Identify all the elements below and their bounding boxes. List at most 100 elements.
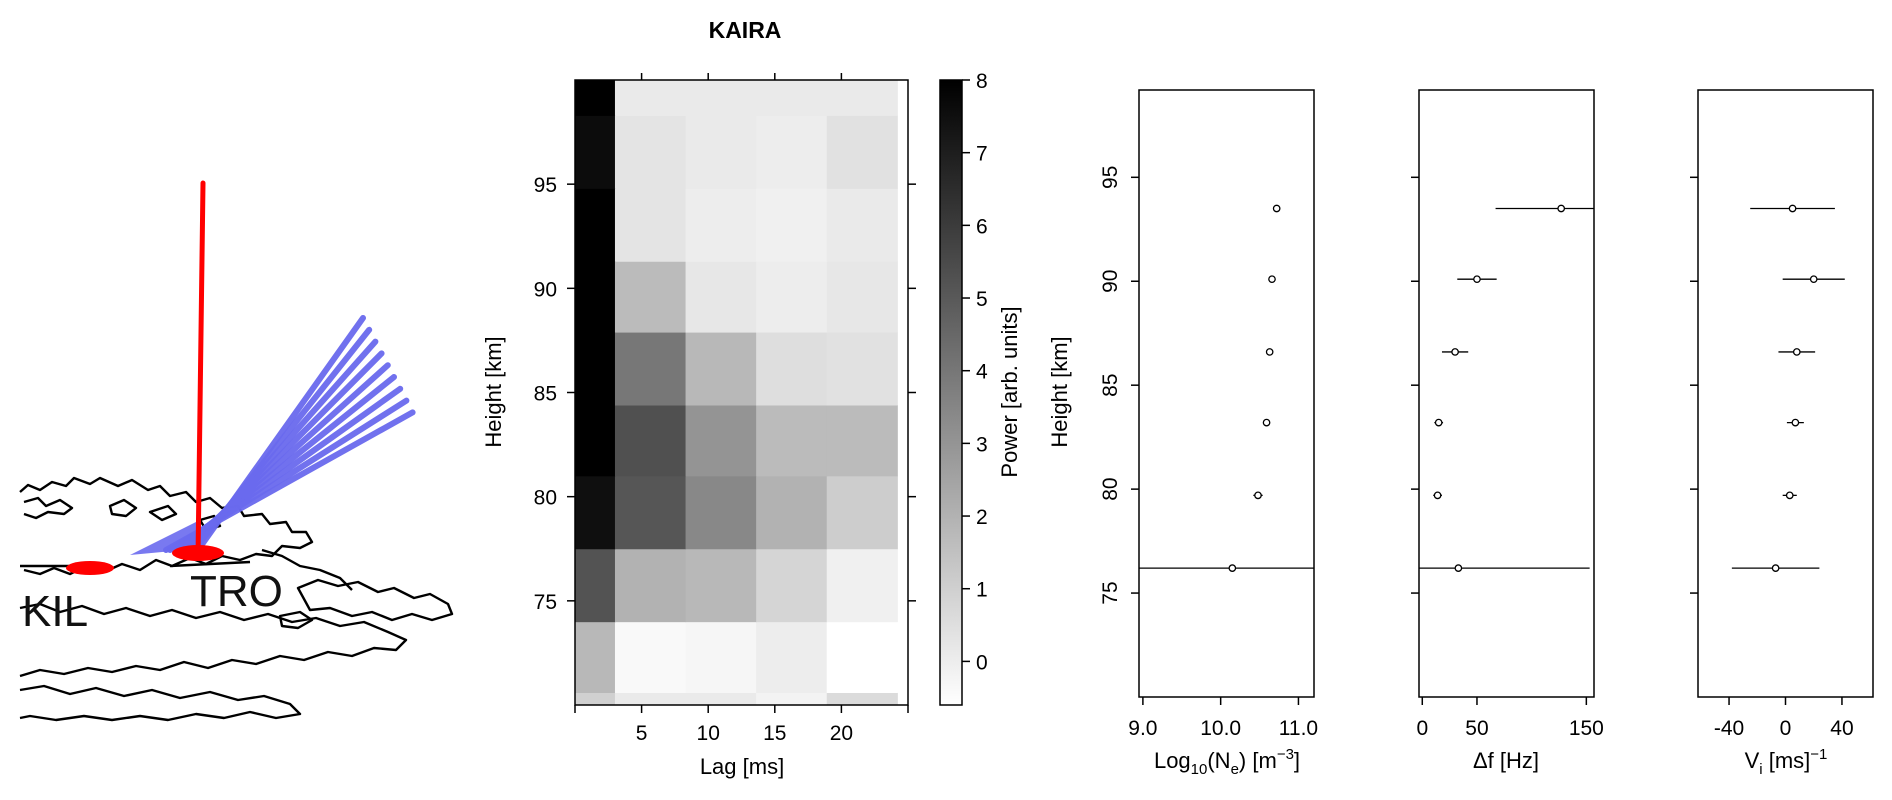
heatmap-cell <box>614 692 687 706</box>
heatmap-cell <box>614 548 687 623</box>
heatmap-x-tick-label: 15 <box>763 722 786 745</box>
radar-beams <box>130 315 416 555</box>
spectral-width-profile-panel: Δf [Hz] 0 50 150 <box>1411 89 1604 773</box>
data-point <box>1788 204 1797 213</box>
colorbar-tick-label: 1 <box>976 579 988 602</box>
colorbar-axis: 0 1 2 3 4 5 6 7 8 <box>962 70 988 674</box>
profile-y-tick-label: 75 <box>1099 581 1122 604</box>
data-point <box>1228 564 1237 572</box>
data-point <box>1268 275 1276 284</box>
site-label-tro: TRO <box>190 567 283 616</box>
heatmap-cell <box>826 475 898 550</box>
density-x-label-sub: 10 <box>1191 761 1208 778</box>
profile-x-tick-label: 50 <box>1465 717 1488 740</box>
heatmap-cell <box>756 405 828 477</box>
heatmap-cell <box>826 261 898 333</box>
heatmap-cell <box>685 475 757 550</box>
coastline <box>19 476 454 722</box>
heatmap-x-tick-label: 20 <box>830 722 853 745</box>
colorbar-tick-label: 6 <box>976 215 988 238</box>
heatmap-cell <box>826 692 898 706</box>
coastline-fjords <box>23 496 74 520</box>
ion-velocity-x-label-sup: −1 <box>1810 746 1827 763</box>
heatmap-cell <box>575 115 616 189</box>
profile-y-tick-label: 95 <box>1099 166 1122 189</box>
density-x-label-end: ) [m <box>1239 748 1277 773</box>
heatmap-cell <box>756 188 828 262</box>
ion-velocity-profile-panel: Vi [ms]−1 -40 0 40 <box>1690 89 1874 778</box>
vertical-beam <box>195 180 206 561</box>
heatmap-cell <box>575 261 616 333</box>
data-point <box>1454 564 1463 572</box>
heatmap-cell <box>826 405 898 477</box>
heatmap-cell <box>614 80 687 116</box>
data-point <box>1473 275 1481 284</box>
heatmap-cell <box>826 621 898 693</box>
data-point <box>1433 491 1442 500</box>
site-label-kil: KIL <box>22 587 88 636</box>
data-point <box>1262 418 1271 427</box>
heatmap-cell <box>685 115 757 189</box>
heatmap-title: KAIRA <box>709 17 782 43</box>
colorbar-tick-label: 7 <box>976 143 988 166</box>
density-x-label-base: Log <box>1154 748 1191 773</box>
density-x-axis-label: Log10(Ne) [m−3] <box>1154 746 1300 778</box>
heatmap-y-axis-label: Height [km] <box>481 336 506 447</box>
profile-x-tick-label: 9.0 <box>1128 717 1157 740</box>
coastline-southwest <box>19 684 302 722</box>
profile-y-tick-label: 85 <box>1099 374 1122 397</box>
density-profile-frame <box>1138 89 1315 698</box>
colorbar-tick-label: 4 <box>976 361 988 384</box>
heatmap-cell <box>826 188 898 262</box>
profile-x-tick-label: 40 <box>1830 717 1853 740</box>
heatmap-cell <box>826 332 898 406</box>
density-x-label-close: ] <box>1294 748 1300 773</box>
heatmap-cell <box>685 80 757 116</box>
data-point <box>1785 491 1794 500</box>
heatmap-cell <box>685 332 757 406</box>
heatmap-cell <box>575 621 616 693</box>
colorbar-tick-label: 8 <box>976 70 988 93</box>
profile-y-axis-label: Height [km] <box>1047 336 1072 447</box>
heatmap-cell <box>575 405 616 477</box>
data-point <box>1434 418 1443 427</box>
heatmap-cell <box>685 692 757 706</box>
density-profile-panel: Height [km] Log10(Ne) [m−3] 9.0 10.0 11.0 7… <box>1047 89 1318 778</box>
heatmap-cell <box>614 188 687 262</box>
coastline-south <box>19 602 408 678</box>
heatmap-cell <box>614 405 687 477</box>
coastline-north <box>19 476 314 576</box>
data-point <box>1809 275 1818 284</box>
map-panel: KIL TRO <box>19 180 454 722</box>
colorbar-tick-label: 3 <box>976 433 988 456</box>
heatmap-cell <box>685 405 757 477</box>
profile-x-tick-label: -40 <box>1714 717 1744 740</box>
heatmap-cell <box>685 548 757 623</box>
coastline-east <box>261 548 353 591</box>
heatmap-cell <box>826 548 898 623</box>
heatmap-y-tick-label: 90 <box>534 278 557 301</box>
heatmap-cell <box>756 692 828 706</box>
heatmap-cell <box>756 261 828 333</box>
data-point <box>1254 491 1262 500</box>
density-x-label-sub2: e <box>1231 761 1239 778</box>
profile-x-tick-label: 0 <box>1780 717 1792 740</box>
profile-y-tick-label: 80 <box>1099 477 1122 500</box>
ion-velocity-x-axis-label: Vi [ms]−1 <box>1745 746 1828 778</box>
heatmap-cell <box>826 80 898 116</box>
oblique-beam <box>163 409 416 553</box>
data-point <box>1557 204 1566 213</box>
heatmap-cell <box>575 548 616 623</box>
heatmap-cell <box>685 621 757 693</box>
heatmap-cell <box>685 261 757 333</box>
heatmap-y-tick-label: 80 <box>534 487 557 510</box>
heatmap-cell <box>685 188 757 262</box>
heatmap-x-tick-label: 5 <box>636 722 648 745</box>
heatmap-cell <box>756 548 828 623</box>
heatmap-cell <box>575 475 616 550</box>
profile-x-tick-label: 150 <box>1569 717 1604 740</box>
heatmap-cell <box>614 621 687 693</box>
ion-velocity-profile-frame <box>1697 89 1874 698</box>
